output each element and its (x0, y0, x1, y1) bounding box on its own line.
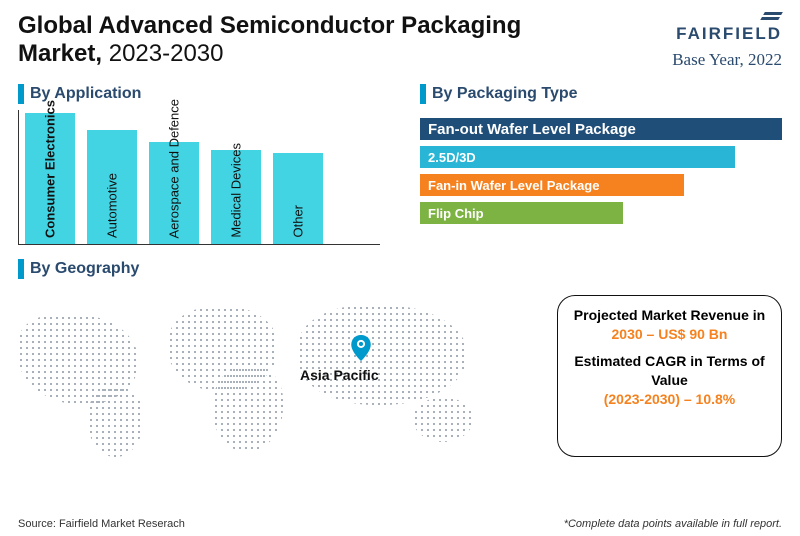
application-bar-label: Aerospace and Defence (167, 99, 182, 238)
application-bar-chart: Consumer Electronics Automotive Aerospace … (18, 110, 380, 245)
application-bar: Medical Devices (211, 150, 261, 244)
section-heading-packaging: By Packaging Type (420, 84, 782, 104)
packaging-bar: Fan-out Wafer Level Package (420, 118, 782, 140)
base-year-label: Base Year, 2022 (672, 50, 782, 70)
callout-line2-highlight: (2023-2030) – 10.8% (570, 390, 769, 409)
application-bar-label: Automotive (105, 173, 120, 238)
title-bold: Global Advanced Semiconductor Packaging … (18, 12, 521, 67)
packaging-bar: Fan-in Wafer Level Package (420, 174, 684, 196)
section-accent-bar (18, 84, 24, 104)
application-section: By Application Consumer Electronics Autom… (18, 70, 380, 245)
title-year-range: 2023-2030 (102, 40, 223, 67)
packaging-bar: 2.5D/3D (420, 146, 735, 168)
section-heading-application: By Application (18, 84, 380, 104)
application-bar: Consumer Electronics (25, 113, 75, 244)
callout-line1: Projected Market Revenue in (570, 306, 769, 325)
application-bar-label: Medical Devices (229, 143, 244, 238)
map-pin-icon (348, 335, 374, 361)
world-map-dotted: Asia Pacific (18, 287, 498, 457)
section-accent-bar (18, 259, 24, 279)
map-region-dots (413, 397, 473, 442)
application-bar-label: Other (291, 205, 306, 238)
callout-line2: Estimated CAGR in Terms of Value (570, 352, 769, 390)
section-heading-geography: By Geography (18, 259, 782, 279)
fairfield-logo: FAIRFIELD (672, 12, 782, 44)
header: Global Advanced Semiconductor Packaging … (18, 12, 782, 70)
section-label: By Packaging Type (432, 85, 578, 103)
title-block: Global Advanced Semiconductor Packaging … (18, 12, 538, 67)
footnote: *Complete data points available in full … (564, 518, 782, 530)
map-region-dots (168, 307, 278, 392)
source-label: Source: Fairfield Market Reserach (18, 518, 185, 530)
section-accent-bar (420, 84, 426, 104)
logo-block: FAIRFIELD Base Year, 2022 (672, 12, 782, 70)
application-bar-label: Consumer Electronics (43, 100, 58, 238)
application-bar: Automotive (87, 130, 137, 244)
packaging-bar-chart: Fan-out Wafer Level Package 2.5D/3D Fan-in… (420, 118, 782, 224)
geography-map-block: Asia Pacific (18, 287, 557, 457)
application-bar: Other (273, 153, 323, 244)
page-title: Global Advanced Semiconductor Packaging … (18, 12, 538, 67)
packaging-bar: Flip Chip (420, 202, 623, 224)
map-region-dots (18, 315, 138, 405)
section-label: By Geography (30, 260, 139, 278)
packaging-section: By Packaging Type Fan-out Wafer Level Pa… (420, 70, 782, 245)
geography-highlight-label: Asia Pacific (300, 367, 379, 383)
callout-line1-highlight: 2030 – US$ 90 Bn (570, 325, 769, 344)
metrics-callout: Projected Market Revenue in 2030 – US$ 9… (557, 295, 782, 457)
map-region-dots (298, 305, 468, 405)
application-bar: Aerospace and Defence (149, 142, 199, 244)
footer: Source: Fairfield Market Reserach *Compl… (18, 518, 782, 530)
